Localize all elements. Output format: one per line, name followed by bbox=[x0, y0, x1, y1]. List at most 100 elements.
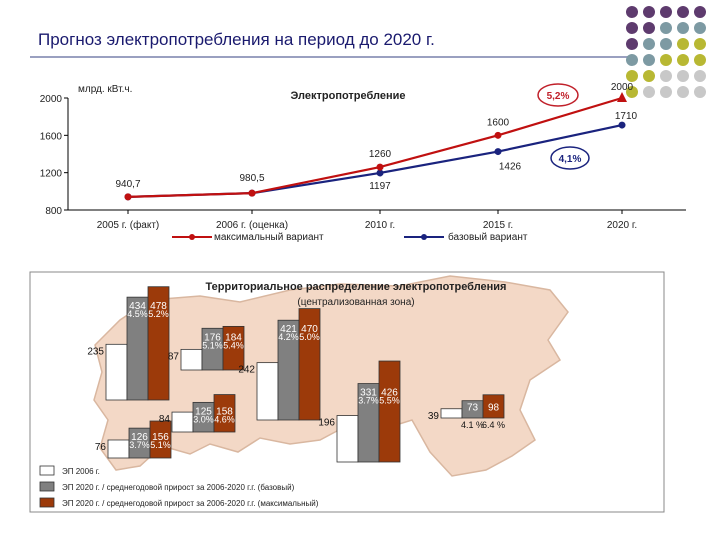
region-bar bbox=[298, 308, 321, 421]
bar-growth-label: 4.6% bbox=[214, 414, 235, 424]
data-label: 1197 bbox=[369, 181, 391, 192]
x-tick-label: 2020 г. bbox=[607, 220, 637, 231]
decor-dot bbox=[626, 6, 638, 18]
decor-dot bbox=[677, 6, 689, 18]
legend-base-swatch bbox=[39, 481, 55, 492]
bar-value-label: 184 bbox=[225, 332, 242, 343]
x-tick-label: 2010 г. bbox=[365, 220, 395, 231]
bar-growth-label: 5.5% bbox=[379, 396, 400, 406]
y-tick-label: 1200 bbox=[40, 169, 63, 180]
bar-growth-label: 4.1 % bbox=[461, 420, 484, 430]
bar-value-label: 126 bbox=[131, 432, 148, 443]
decor-dot bbox=[677, 38, 689, 50]
region-bar bbox=[180, 348, 203, 371]
y-tick-label: 2000 bbox=[40, 94, 63, 105]
bar-value-label: 176 bbox=[204, 332, 221, 343]
bar-value-label: 158 bbox=[216, 406, 233, 417]
region-bar bbox=[378, 360, 401, 463]
decor-dot bbox=[677, 22, 689, 34]
max-growth-badge: 5,2% bbox=[537, 83, 579, 107]
decor-dot bbox=[660, 6, 672, 18]
data-point bbox=[124, 193, 132, 201]
title-divider bbox=[30, 56, 630, 58]
region-bar bbox=[482, 394, 505, 419]
y-tick-label: 1600 bbox=[40, 131, 63, 142]
data-point bbox=[617, 92, 627, 102]
decor-dot bbox=[626, 70, 638, 82]
decor-dot bbox=[660, 86, 672, 98]
bar-value-label: 196 bbox=[318, 418, 335, 429]
bar-growth-label: 4.5% bbox=[127, 309, 148, 319]
data-point bbox=[376, 163, 384, 171]
bar-growth-label: 5.1% bbox=[150, 440, 171, 450]
legend-line: максимальный вариант базовый вариант bbox=[172, 231, 528, 243]
bar-value-label: 39 bbox=[428, 411, 440, 422]
bar-value-label: 470 bbox=[301, 324, 318, 335]
decor-dot bbox=[677, 86, 689, 98]
decor-dot bbox=[677, 70, 689, 82]
bar-growth-label: 5.0% bbox=[299, 332, 320, 342]
bar-value-label: 478 bbox=[150, 301, 167, 312]
decor-dot bbox=[660, 54, 672, 66]
bar-value-label: 87 bbox=[168, 351, 180, 362]
bar-value-label: 76 bbox=[95, 442, 107, 453]
bar-growth-label: 6.4 % bbox=[482, 420, 505, 430]
bar-value-label: 156 bbox=[152, 432, 169, 443]
data-label: 2000 bbox=[611, 82, 634, 93]
decor-dot bbox=[694, 22, 706, 34]
legend-base-label: базовый вариант bbox=[448, 231, 528, 243]
legend-max-swatch bbox=[39, 497, 55, 508]
decor-dot bbox=[626, 38, 638, 50]
legend-2006-label: ЭП 2006 г. bbox=[62, 467, 100, 476]
decor-dot bbox=[643, 6, 655, 18]
decor-dot bbox=[643, 86, 655, 98]
map-subtitle: (централизованная зона) bbox=[297, 297, 414, 308]
decor-dot bbox=[626, 86, 638, 98]
data-point bbox=[618, 121, 626, 129]
map-legend: ЭП 2006 г. ЭП 2020 г. / среднегодовой пр… bbox=[39, 465, 319, 508]
decor-dot bbox=[694, 70, 706, 82]
legend-base-bar-label: ЭП 2020 г. / среднегодовой прирост за 20… bbox=[62, 483, 295, 492]
legend-max-label: максимальный вариант bbox=[214, 232, 324, 243]
region-bar bbox=[105, 343, 128, 401]
x-tick-label: 2006 г. (оценка) bbox=[216, 220, 288, 231]
territorial-map-panel: Территориальное распределение электропот… bbox=[29, 271, 665, 513]
region-bar bbox=[256, 362, 279, 421]
x-tick-label: 2005 г. (факт) bbox=[97, 219, 160, 231]
forecast-line-chart: млрд. кВт.ч. Электропотребление 800 1200 1… bbox=[40, 82, 686, 243]
legend-2006-swatch bbox=[39, 465, 55, 476]
region-bar bbox=[213, 394, 236, 433]
data-point bbox=[494, 131, 502, 139]
legend-max-marker bbox=[189, 234, 195, 240]
decor-dot bbox=[643, 22, 655, 34]
bar-value-label: 125 bbox=[195, 406, 212, 417]
decor-dot bbox=[643, 38, 655, 50]
bar-value-label: 84 bbox=[159, 414, 171, 425]
region-bar bbox=[171, 411, 194, 433]
region-bar bbox=[149, 420, 172, 459]
legend-max-bar-label: ЭП 2020 г. / среднегодовой прирост за 20… bbox=[62, 499, 319, 508]
region-bar bbox=[222, 325, 245, 371]
data-point bbox=[494, 148, 502, 156]
bar-growth-label: 5.4% bbox=[223, 340, 244, 350]
bar-growth-label: 5.1% bbox=[202, 340, 223, 350]
bar-growth-label: 3.0% bbox=[193, 414, 214, 424]
data-label: 1260 bbox=[369, 149, 392, 160]
region-bar bbox=[440, 408, 463, 419]
decor-dot bbox=[694, 38, 706, 50]
decor-dot bbox=[660, 38, 672, 50]
map-title: Территориальное распределение электропот… bbox=[206, 281, 507, 293]
data-label: 980,5 bbox=[239, 173, 264, 184]
bar-value-label: 426 bbox=[381, 388, 398, 399]
chart-title: Электропотребление bbox=[290, 90, 405, 102]
bar-growth-label: 5.2% bbox=[148, 309, 169, 319]
y-axis-label: млрд. кВт.ч. bbox=[78, 84, 132, 95]
region-bar bbox=[147, 286, 170, 401]
bar-value-label: 434 bbox=[129, 301, 146, 312]
data-point bbox=[248, 189, 256, 197]
data-label: 1426 bbox=[499, 162, 522, 173]
bar-value-label: 421 bbox=[280, 324, 297, 335]
decor-dot bbox=[660, 22, 672, 34]
bar-value-label: 242 bbox=[238, 365, 255, 376]
